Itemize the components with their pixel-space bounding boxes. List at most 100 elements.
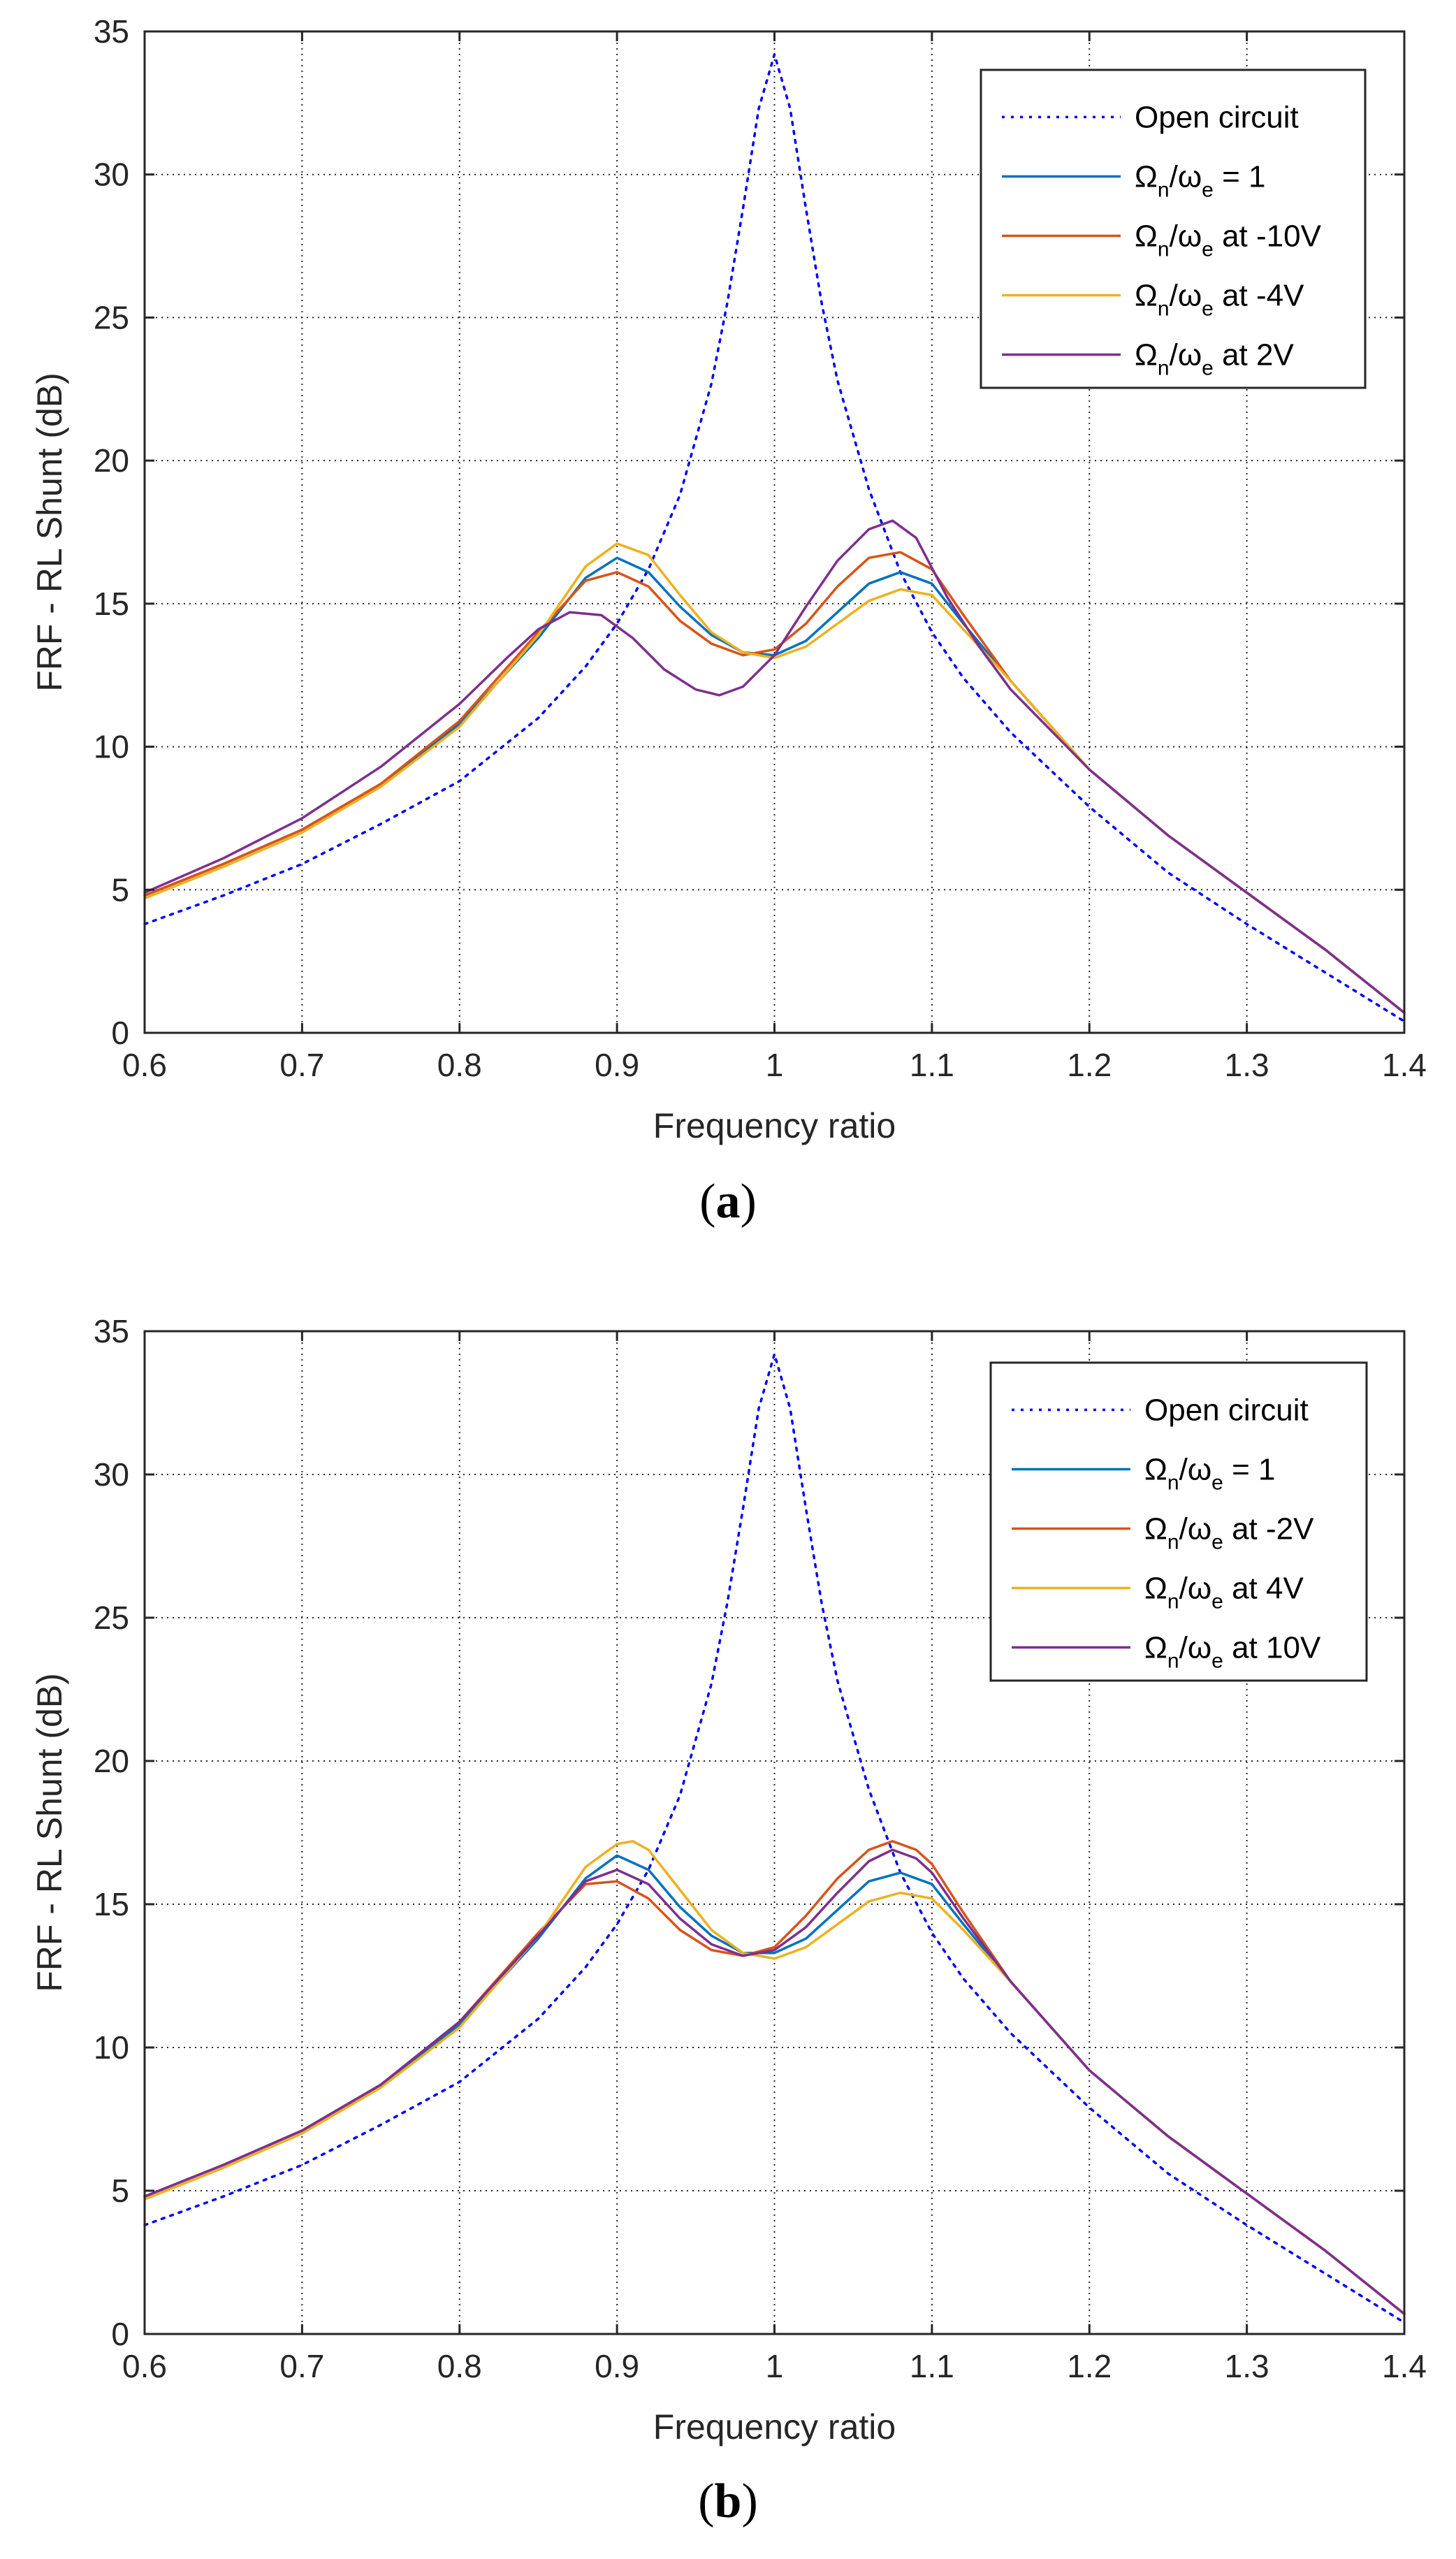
legend-label-mid: /ω	[1170, 219, 1202, 254]
caption-b: (b)	[698, 2474, 758, 2528]
y-tick-label: 25	[94, 299, 129, 335]
legend-label-main: Ω	[1135, 338, 1158, 372]
series-line-0	[143, 1353, 1406, 2324]
x-tick-label: 1.3	[1225, 1047, 1269, 1083]
legend-label-sub: n	[1167, 1472, 1179, 1495]
legend-label-sub: e	[1211, 1531, 1223, 1554]
legend-label-suffix: at 2V	[1214, 338, 1295, 372]
legend-label-sub: n	[1167, 1590, 1179, 1614]
legend-label-sub: n	[1167, 1650, 1179, 1673]
legend-label-0: Open circuit	[1135, 101, 1299, 135]
legend-label-sub: e	[1202, 238, 1214, 261]
x-tick-label: 0.9	[595, 2348, 639, 2384]
x-tick-label: 1.1	[910, 1047, 954, 1083]
legend-label-suffix: at -4V	[1214, 279, 1304, 313]
series-line-4	[143, 1848, 1406, 2316]
y-tick-label: 30	[94, 1456, 129, 1493]
legend-label-main: Open circuit	[1144, 1393, 1309, 1428]
y-tick-label: 10	[94, 729, 129, 765]
x-tick-label: 0.7	[279, 1047, 324, 1083]
x-tick-label: 0.8	[437, 1047, 482, 1083]
series-line-4	[143, 519, 1406, 1015]
x-tick-label: 1.3	[1225, 2348, 1269, 2384]
x-tick-label: 1.4	[1382, 2348, 1427, 2384]
x-tick-label: 1	[766, 1047, 784, 1083]
x-tick-label: 1.2	[1067, 1047, 1112, 1083]
y-axis-label: FRF - RL Shunt (dB)	[30, 372, 69, 692]
legend-label-1: Ωn/ωe = 1	[1144, 1453, 1275, 1495]
y-tick-label: 20	[94, 442, 129, 479]
legend-box	[980, 68, 1367, 389]
legend-label-suffix: = 1	[1223, 1453, 1276, 1487]
legend-label-main: Ω	[1144, 1512, 1167, 1546]
legend-label-2: Ωn/ωe at -2V	[1144, 1512, 1314, 1554]
legend-label-0: Open circuit	[1144, 1393, 1309, 1428]
x-tick-label: 1.2	[1067, 2348, 1112, 2384]
legend-label-sub: e	[1211, 1472, 1223, 1495]
legend-label-sub: e	[1211, 1590, 1223, 1614]
y-tick-label: 20	[94, 1743, 129, 1779]
chart-a: 0.6 0.7 0.8 0.9 1 1.1 1.2 1.3 1.4 0 5 10 15 20 25 30 35 F…	[30, 13, 1427, 1145]
legend-label-suffix: at -10V	[1214, 219, 1322, 254]
legend-label-4: Ωn/ωe at 10V	[1144, 1631, 1321, 1673]
legend-box	[989, 1361, 1368, 1682]
y-tick-label: 35	[94, 13, 129, 50]
legend-label-mid: /ω	[1179, 1572, 1212, 1606]
caption-a-letter: a	[715, 1175, 741, 1228]
x-tick-label: 1.1	[910, 2348, 954, 2384]
x-tick-label: 0.6	[122, 2348, 167, 2384]
legend-label-sub: e	[1202, 298, 1214, 321]
legend-label-sub: n	[1158, 238, 1170, 261]
legend-label-3: Ωn/ωe at 4V	[1144, 1572, 1304, 1614]
legend-label-mid: /ω	[1170, 338, 1202, 372]
legend-label-mid: /ω	[1170, 279, 1202, 313]
y-tick-label: 15	[94, 586, 129, 622]
legend-label-sub: n	[1158, 357, 1170, 380]
y-tick-label: 10	[94, 2029, 129, 2066]
legend-label-3: Ωn/ωe at -4V	[1135, 279, 1304, 321]
x-tick-label: 0.7	[279, 2348, 324, 2384]
legend-label-main: Ω	[1144, 1572, 1167, 1606]
legend-label-2: Ωn/ωe at -10V	[1135, 219, 1322, 261]
legend-label-main: Ω	[1144, 1631, 1167, 1665]
legend-label-4: Ωn/ωe at 2V	[1135, 338, 1294, 380]
legend-label-main: Ω	[1144, 1453, 1167, 1487]
series-line-0	[143, 53, 1406, 1023]
legend-label-sub: n	[1167, 1531, 1179, 1554]
y-tick-label: 15	[94, 1886, 129, 1922]
legend-label-1: Ωn/ωe = 1	[1135, 160, 1265, 202]
x-tick-label: 1.4	[1382, 1047, 1427, 1083]
legend-label-sub: n	[1158, 179, 1170, 202]
legend-label-sub: e	[1202, 357, 1214, 380]
x-tick-label: 1	[766, 2348, 784, 2384]
y-tick-label: 5	[111, 871, 129, 908]
y-tick-label: 35	[94, 1313, 129, 1349]
y-axis-label: FRF - RL Shunt (dB)	[30, 1673, 69, 1992]
x-tick-label: 0.9	[595, 1047, 639, 1083]
y-tick-label: 25	[94, 1600, 129, 1636]
y-tick-label: 0	[111, 2316, 129, 2352]
y-tick-label: 30	[94, 157, 129, 193]
legend-label-suffix: at -2V	[1223, 1512, 1314, 1546]
x-tick-label: 0.6	[122, 1047, 167, 1083]
legend-label-mid: /ω	[1170, 160, 1202, 194]
legend-label-sub: e	[1211, 1650, 1223, 1673]
legend-label-suffix: at 4V	[1223, 1572, 1304, 1606]
legend-label-suffix: at 10V	[1223, 1631, 1321, 1665]
legend-label-main: Open circuit	[1135, 101, 1299, 135]
y-tick-label: 5	[111, 2173, 129, 2209]
y-tick-label: 0	[111, 1015, 129, 1051]
legend-label-main: Ω	[1135, 160, 1158, 194]
legend-label-mid: /ω	[1179, 1512, 1212, 1546]
legend-label-sub: n	[1158, 298, 1170, 321]
legend-label-mid: /ω	[1179, 1631, 1212, 1665]
legend-label-main: Ω	[1135, 219, 1158, 254]
legend-label-sub: e	[1202, 179, 1214, 202]
caption-b-letter: b	[714, 2474, 742, 2528]
x-axis-label: Frequency ratio	[653, 1106, 896, 1145]
legend-label-suffix: = 1	[1214, 160, 1266, 194]
legend-label-main: Ω	[1135, 279, 1158, 313]
